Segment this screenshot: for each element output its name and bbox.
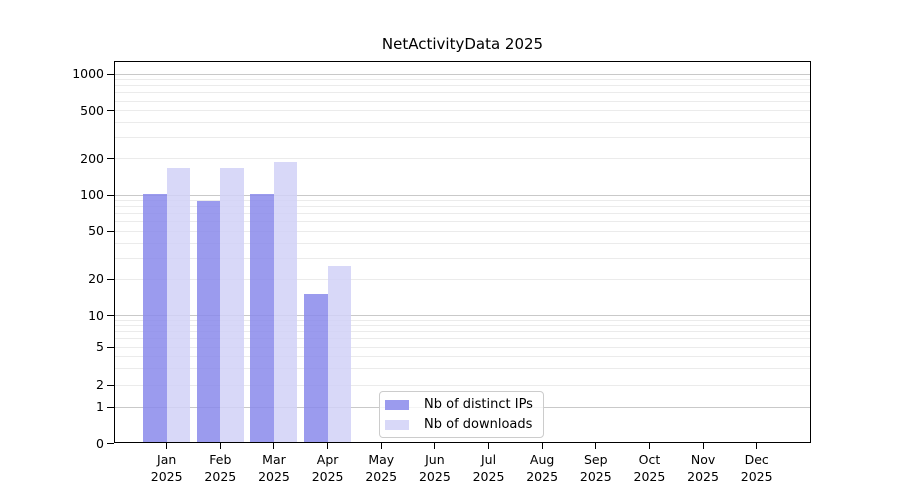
gridline-minor-2: [114, 384, 811, 386]
legend-item-downloads: Nb of downloads: [385, 417, 543, 432]
x-tick-mark-nov: [702, 443, 704, 449]
x-tick-label-oct: Oct 2025: [633, 452, 666, 484]
legend: Nb of distinct IPs Nb of downloads: [379, 391, 544, 438]
x-tick-mark-mar: [273, 443, 275, 449]
gridline-minor-60: [114, 221, 811, 223]
x-tick-mark-sep: [595, 443, 597, 449]
x-tick-label-feb: Feb 2025: [204, 452, 237, 484]
bar-downloads-apr: [327, 265, 352, 444]
gridline-minor-9: [114, 319, 811, 321]
bar-distinct-ips-mar: [250, 193, 274, 444]
x-tick-mark-jul: [488, 443, 490, 449]
x-tick-mark-may: [380, 443, 382, 449]
bar-downloads-jan: [166, 167, 191, 444]
y-tick-mark-1: [107, 406, 114, 408]
gridline-minor-600: [114, 100, 811, 102]
x-tick-label-jan: Jan 2025: [150, 452, 183, 484]
x-tick-label-aug: Aug 2025: [526, 452, 559, 484]
bar-distinct-ips-feb: [196, 200, 221, 444]
gridline-minor-50: [114, 230, 811, 232]
y-tick-label-500: 500: [80, 102, 104, 118]
bar-downloads-mar: [273, 162, 298, 444]
y-tick-mark-0: [107, 443, 114, 444]
gridline-major-1000: [114, 73, 811, 75]
y-tick-mark-500: [107, 110, 114, 112]
x-tick-mark-oct: [648, 443, 650, 449]
gridline-minor-7: [114, 331, 811, 333]
gridline-minor-900: [114, 79, 811, 81]
x-tick-mark-feb: [219, 443, 221, 449]
y-tick-mark-20: [107, 278, 114, 280]
y-tick-label-100: 100: [80, 187, 104, 202]
gridline-minor-3: [114, 367, 811, 369]
x-tick-label-mar: Mar 2025: [258, 452, 290, 484]
y-tick-mark-10: [107, 315, 114, 317]
legend-swatch-distinct-ips: [385, 399, 409, 410]
gridline-minor-6: [114, 338, 811, 340]
y-tick-label-5: 5: [96, 339, 104, 354]
x-tick-label-sep: Sep 2025: [579, 452, 612, 484]
gridline-minor-700: [114, 92, 811, 94]
y-tick-label-10: 10: [88, 307, 104, 323]
x-tick-label-dec: Dec 2025: [740, 452, 773, 484]
y-tick-label-1: 1: [96, 399, 104, 414]
y-tick-label-2: 2: [96, 377, 104, 392]
gridline-minor-200: [114, 158, 811, 160]
bar-distinct-ips-apr: [304, 294, 328, 444]
gridline-minor-80: [114, 206, 811, 208]
y-tick-mark-100: [107, 194, 114, 196]
gridline-minor-70: [114, 213, 811, 215]
x-tick-mark-aug: [541, 443, 543, 449]
gridline-major-10: [114, 315, 811, 317]
x-tick-label-may: May 2025: [365, 452, 398, 484]
x-tick-label-jul: Jul 2025: [472, 452, 505, 484]
y-tick-mark-5: [107, 346, 114, 348]
gridline-minor-400: [114, 121, 811, 123]
y-tick-label-1000: 1000: [72, 66, 104, 82]
y-tick-label-0: 0: [96, 435, 104, 451]
gridline-minor-30: [114, 257, 811, 259]
gridline-minor-800: [114, 85, 811, 87]
x-tick-mark-apr: [327, 443, 329, 449]
gridline-minor-40: [114, 242, 811, 244]
legend-label-distinct-ips: Nb of distinct IPs: [424, 397, 533, 412]
y-tick-label-20: 20: [88, 271, 104, 287]
gridline-minor-500: [114, 110, 811, 112]
x-tick-label-apr: Apr 2025: [311, 452, 344, 484]
legend-item-distinct-ips: Nb of distinct IPs: [385, 397, 543, 412]
chart-title: NetActivityData 2025: [381, 35, 544, 53]
gridline-minor-300: [114, 136, 811, 138]
y-tick-label-50: 50: [88, 223, 104, 239]
gridline-minor-90: [114, 200, 811, 202]
y-tick-label-200: 200: [80, 150, 104, 166]
y-tick-mark-1000: [107, 73, 114, 75]
y-tick-mark-2: [107, 384, 114, 386]
gridline-minor-20: [114, 278, 811, 280]
gridline-minor-5: [114, 346, 811, 348]
x-tick-mark-jun: [434, 443, 436, 449]
bar-downloads-feb: [220, 168, 244, 444]
gridline-major-100: [114, 194, 811, 196]
gridline-minor-8: [114, 325, 811, 327]
x-tick-mark-jan: [166, 443, 168, 449]
legend-label-downloads: Nb of downloads: [424, 417, 533, 432]
bar-distinct-ips-jan: [143, 193, 167, 444]
x-tick-label-nov: Nov 2025: [687, 452, 719, 484]
x-tick-mark-dec: [756, 443, 758, 449]
legend-swatch-downloads: [385, 419, 409, 430]
y-tick-mark-50: [107, 230, 114, 232]
x-tick-label-jun: Jun 2025: [418, 452, 451, 484]
gridline-minor-4: [114, 355, 811, 357]
y-tick-mark-200: [107, 158, 114, 160]
